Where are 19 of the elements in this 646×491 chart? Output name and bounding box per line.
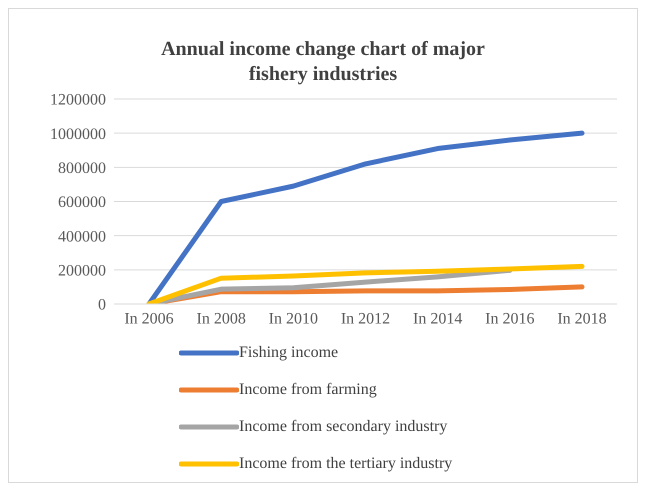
- y-tick-label: 600000: [58, 194, 106, 212]
- legend-label: Income from farming: [239, 380, 377, 398]
- y-tick-label: 1000000: [50, 126, 106, 143]
- legend-label: Fishing income: [239, 344, 338, 362]
- x-tick-label: In 2012: [340, 310, 390, 328]
- y-tick-label: 200000: [58, 262, 106, 280]
- legend-label: Income from the tertiary industry: [239, 454, 452, 472]
- y-tick-label: 400000: [58, 228, 106, 246]
- legend-label: Income from secondary industry: [239, 418, 448, 436]
- x-tick-label: In 2016: [485, 310, 534, 328]
- x-tick-label: In 2014: [413, 310, 462, 328]
- y-tick-label: 800000: [58, 160, 106, 178]
- x-tick-label: In 2018: [557, 310, 607, 328]
- x-tick-label: In 2006: [124, 310, 174, 328]
- chart-title: Annual income change chart of major fishery industries: [160, 37, 486, 87]
- x-tick-label: In 2008: [196, 310, 246, 328]
- x-tick-label: In 2010: [268, 310, 318, 328]
- y-tick-label: 1200000: [50, 92, 106, 109]
- y-tick-label: 0: [98, 296, 106, 314]
